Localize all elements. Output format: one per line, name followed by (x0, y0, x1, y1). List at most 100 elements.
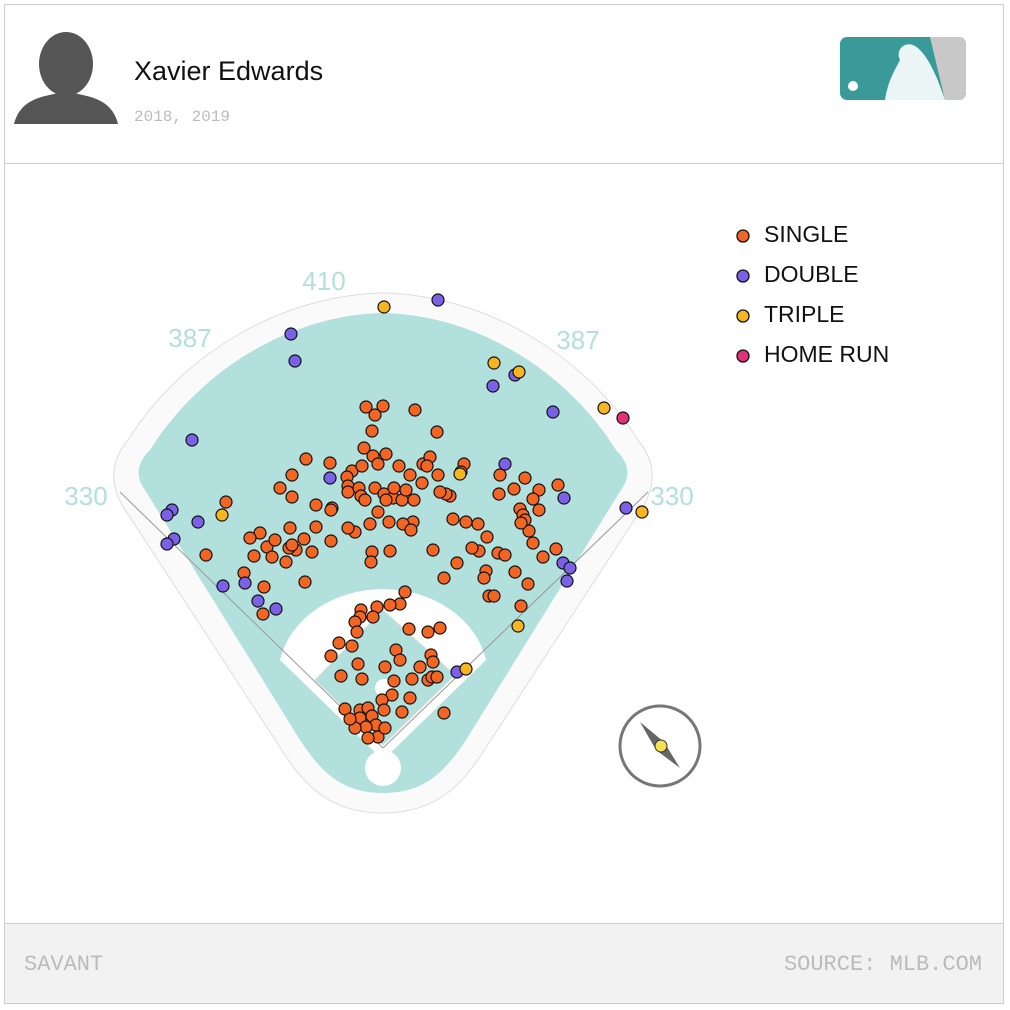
hit-point (420, 459, 434, 473)
hit-point (512, 365, 526, 379)
hit-point (368, 481, 382, 495)
fence-distance: 387 (168, 323, 211, 353)
hit-point (430, 425, 444, 439)
hit-point (379, 447, 393, 461)
hit-point (359, 720, 373, 734)
footer-source: SOURCE: MLB.COM (784, 952, 982, 977)
hit-point (431, 468, 445, 482)
hit-point (269, 602, 283, 616)
legend-marker (736, 349, 750, 363)
hit-point (185, 433, 199, 447)
hit-point (285, 538, 299, 552)
hit-point (433, 621, 447, 635)
hit-point (549, 542, 563, 556)
hit-point (536, 550, 550, 564)
hit-point (257, 580, 271, 594)
hit-point (415, 476, 429, 490)
home-circle (365, 750, 401, 786)
hit-point (404, 523, 418, 537)
hit-point (358, 493, 372, 507)
hit-point (487, 356, 501, 370)
hit-point (521, 577, 535, 591)
hit-point (405, 672, 419, 686)
hit-point (477, 571, 491, 585)
hit-point (487, 589, 501, 603)
hit-point (551, 478, 565, 492)
hit-point (371, 505, 385, 519)
legend-label: SINGLE (764, 221, 848, 247)
hit-point (297, 532, 311, 546)
fence-distance: 330 (64, 481, 107, 511)
hit-point (364, 555, 378, 569)
hit-point (563, 561, 577, 575)
hit-point (368, 408, 382, 422)
hit-point (273, 481, 287, 495)
hit-point (357, 441, 371, 455)
hit-point (532, 483, 546, 497)
hit-point (305, 545, 319, 559)
hit-point (387, 674, 401, 688)
hit-point (459, 662, 473, 676)
hit-point (160, 537, 174, 551)
hit-point (407, 493, 421, 507)
hit-point (392, 459, 406, 473)
hit-point (446, 512, 460, 526)
hit-point (238, 576, 252, 590)
legend-label: HOME RUN (764, 341, 889, 367)
hit-point (430, 670, 444, 684)
hit-point (359, 400, 373, 414)
hit-point (334, 669, 348, 683)
hit-point (597, 401, 611, 415)
legend-marker (736, 309, 750, 323)
hit-point (480, 530, 494, 544)
hit-point (366, 610, 380, 624)
hit-point (403, 468, 417, 482)
hit-point (408, 403, 422, 417)
hit-point (345, 639, 359, 653)
hit-point (332, 636, 346, 650)
hit-point (526, 492, 540, 506)
hit-point (635, 505, 649, 519)
hit-point (376, 399, 390, 413)
hit-point (323, 471, 337, 485)
hit-point (383, 544, 397, 558)
hit-point (459, 515, 473, 529)
hit-point (351, 657, 365, 671)
hit-point (387, 481, 401, 495)
hit-point (341, 521, 355, 535)
hit-point (299, 452, 313, 466)
hit-point (507, 482, 521, 496)
hit-point (355, 459, 369, 473)
hit-point (560, 574, 574, 588)
hit-point (288, 354, 302, 368)
hit-point (279, 555, 293, 569)
hit-point (399, 483, 413, 497)
hit-point (377, 300, 391, 314)
hit-point (350, 625, 364, 639)
hit-point (216, 579, 230, 593)
hit-point (309, 520, 323, 534)
hit-point (498, 457, 512, 471)
hit-point (256, 607, 270, 621)
legend-label: TRIPLE (764, 301, 845, 327)
hit-point (251, 594, 265, 608)
hit-point (243, 531, 257, 545)
hit-point (518, 471, 532, 485)
hit-point (343, 712, 357, 726)
hit-point (532, 503, 546, 517)
hit-point (393, 653, 407, 667)
hit-point (493, 468, 507, 482)
hit-point (378, 660, 392, 674)
hit-point (426, 655, 440, 669)
player-name: Xavier Edwards (134, 56, 323, 86)
hit-point (403, 691, 417, 705)
hit-point (160, 508, 174, 522)
hit-point (298, 575, 312, 589)
field (113, 292, 653, 814)
hit-point (265, 550, 279, 564)
hit-point (355, 672, 369, 686)
hit-point (247, 549, 261, 563)
hit-point (285, 490, 299, 504)
hit-point (511, 619, 525, 633)
